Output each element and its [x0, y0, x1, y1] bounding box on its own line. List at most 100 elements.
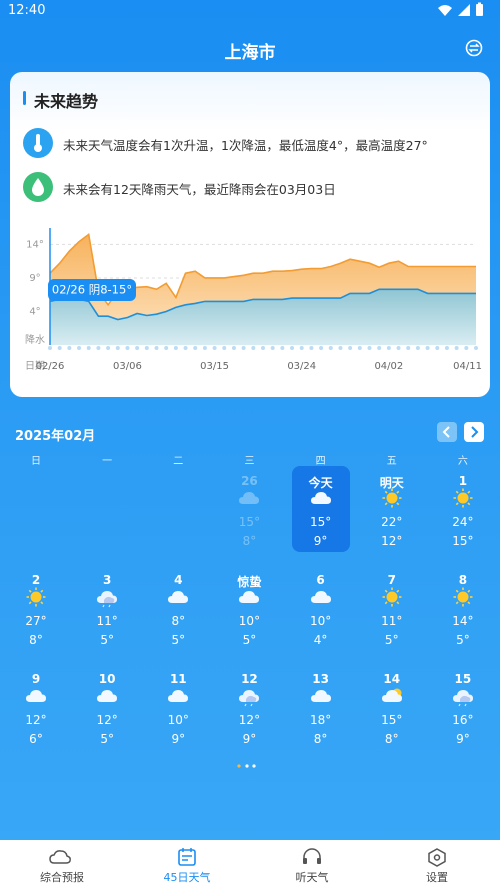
day-high: 15°: [381, 713, 403, 727]
trend-note: 未来会有12天降雨天气，最近降雨会在03月03日: [63, 182, 336, 197]
row-label: 日期: [25, 360, 45, 372]
precip-dot: [193, 346, 198, 350]
day-low: 5°: [171, 633, 186, 647]
prev-button[interactable]: [437, 422, 457, 442]
day-high: 10°: [167, 713, 189, 727]
weekday-label: 六: [457, 456, 468, 467]
precip-dot: [270, 346, 275, 350]
temp-area: [50, 289, 476, 345]
precip-dot: [377, 346, 382, 350]
nav-item[interactable]: 45日天气: [163, 871, 211, 884]
day-label: 12: [241, 672, 258, 686]
weather-icon: [310, 591, 331, 603]
day-high: 12°: [25, 713, 47, 727]
day-high: 12°: [238, 713, 261, 727]
x-tick-label: 02/26: [36, 361, 65, 372]
trend-note: 未来天气温度会有1次升温，1次降温，最低温度4°，最高温度27°: [63, 138, 428, 153]
weather-icon: [382, 587, 402, 607]
day-label: 14: [383, 672, 401, 686]
precip-dot: [444, 346, 449, 350]
day-label: 9: [31, 672, 41, 686]
day-high: 15°: [309, 515, 332, 529]
month-nav: [437, 422, 484, 442]
status-time: 12:40: [8, 3, 46, 18]
day-label: 明天: [379, 476, 404, 490]
precip-dot: [125, 346, 130, 350]
day-low: 8°: [313, 732, 328, 746]
precip-dot: [222, 346, 227, 350]
weekday-label: 三: [244, 456, 255, 467]
day-high: 11°: [96, 614, 118, 628]
day-label: 8: [458, 573, 468, 587]
day-low: 5°: [100, 633, 114, 647]
precip-dot: [135, 346, 140, 350]
day-low: 5°: [456, 633, 470, 647]
precip-dot: [464, 346, 469, 350]
nav-item[interactable]: 设置: [426, 871, 448, 884]
day-high: 15°: [238, 515, 261, 529]
weather-icon: [26, 587, 46, 607]
status-icons: [438, 2, 483, 16]
day-low: 8°: [242, 534, 257, 548]
bottom-nav: [0, 840, 500, 888]
day-low: 6°: [29, 732, 43, 746]
day-low: 8°: [29, 633, 43, 647]
day-high: 22°: [381, 515, 403, 529]
month-title: 2025年02月: [15, 429, 96, 444]
y-tick-label: 4°: [29, 306, 40, 317]
precip-dot: [115, 346, 120, 350]
nav-item[interactable]: 综合预报: [40, 871, 84, 884]
x-tick-label: 03/15: [200, 361, 229, 372]
precip-dot: [154, 346, 159, 350]
precip-dot: [77, 346, 82, 350]
day-label: 15: [454, 672, 472, 686]
day-high: 18°: [309, 713, 332, 727]
weekday-label: 四: [315, 456, 326, 467]
tooltip-text: 02/26 阴8-15°: [52, 283, 132, 297]
x-tick-label: 03/06: [113, 361, 142, 372]
day-label: 10: [98, 672, 116, 686]
precip-dot: [261, 346, 265, 350]
day-low: 12°: [381, 534, 403, 548]
weather-icon: [168, 591, 189, 603]
day-low: 5°: [242, 633, 257, 647]
precip-dot: [396, 346, 401, 350]
precip-dot: [251, 346, 256, 350]
weather-icon: [310, 690, 331, 702]
precip-dot: [164, 346, 169, 350]
day-label: 13: [312, 672, 329, 686]
precip-dot: [202, 346, 207, 350]
weather-icon: [239, 492, 260, 504]
precip-dot: [57, 346, 62, 350]
next-button[interactable]: [464, 422, 484, 442]
day-high: 10°: [309, 614, 332, 628]
y-tick-label: 14°: [26, 239, 44, 250]
precip-dot: [367, 346, 372, 350]
day-high: 14°: [452, 614, 474, 628]
precip-dot: [96, 346, 101, 350]
day-label: 2: [31, 573, 41, 587]
row-label: 降水: [25, 333, 45, 346]
day-low: 4°: [313, 633, 328, 647]
precip-dot: [173, 346, 178, 350]
day-label: 3: [102, 573, 112, 587]
page-dots: [237, 764, 256, 768]
day-low: 5°: [100, 732, 114, 746]
day-low: 9°: [171, 732, 186, 746]
weekday-label: 一: [102, 456, 113, 467]
weather-icon: [453, 587, 473, 607]
day-label: 惊蛰: [237, 575, 262, 589]
weather-icon: [26, 690, 46, 702]
rain-icon: [23, 172, 53, 202]
precip-dot: [183, 346, 188, 350]
precip-dot: [406, 346, 411, 350]
day-label: 6: [316, 573, 325, 587]
x-tick-label: 04/02: [374, 361, 403, 372]
precip-dot: [231, 346, 236, 350]
precip-dot: [338, 346, 343, 350]
precip-dot: [144, 346, 149, 350]
switch-button[interactable]: [465, 39, 483, 57]
nav-item[interactable]: 听天气: [295, 871, 329, 884]
precip-dot: [328, 346, 333, 350]
weather-icon: [382, 488, 402, 508]
